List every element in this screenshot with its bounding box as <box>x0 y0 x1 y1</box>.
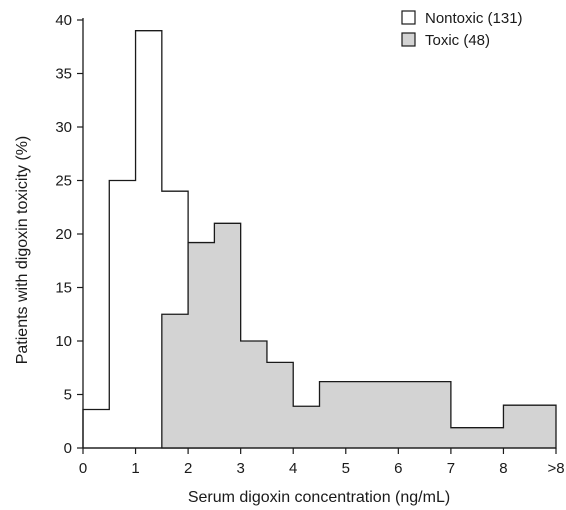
y-tick-label: 35 <box>55 66 72 83</box>
x-tick-label: >8 <box>547 460 564 477</box>
x-tick-label: 8 <box>499 460 507 477</box>
histogram-series-2 <box>161 222 557 449</box>
y-tick-label: 15 <box>55 280 72 297</box>
legend-swatch <box>401 32 416 47</box>
x-tick-label: 0 <box>79 460 87 477</box>
y-tick-label: 30 <box>55 119 72 136</box>
x-tick-label: 2 <box>184 460 192 477</box>
ticks-layer: 0 5 10 15 20 25 30 35 40 0 1 2 3 4 5 6 7 8 >8 <box>55 12 564 477</box>
legend-label: Toxic (48) <box>425 32 490 49</box>
axes-layer <box>82 18 556 449</box>
y-axis-title: Patients with digoxin toxicity (%) <box>14 136 31 365</box>
legend-label: Nontoxic (131) <box>425 10 523 27</box>
y-tick-label: 20 <box>55 226 72 243</box>
y-tick-label: 40 <box>55 12 72 29</box>
x-tick-label: 5 <box>342 460 350 477</box>
legend: Nontoxic (131) Toxic (48) <box>401 10 523 49</box>
series-layer <box>82 30 557 449</box>
x-tick-label: 3 <box>236 460 244 477</box>
legend-swatch <box>401 10 416 25</box>
x-axis-title: Serum digoxin concentration (ng/mL) <box>188 489 450 506</box>
x-tick-label: 7 <box>447 460 455 477</box>
y-tick-label: 0 <box>64 440 72 457</box>
y-tick-label: 10 <box>55 333 72 350</box>
x-tick-label: 4 <box>289 460 297 477</box>
x-tick-label: 6 <box>394 460 402 477</box>
y-tick-label: 5 <box>64 387 72 404</box>
y-tick-label: 25 <box>55 173 72 190</box>
x-tick-label: 1 <box>131 460 139 477</box>
